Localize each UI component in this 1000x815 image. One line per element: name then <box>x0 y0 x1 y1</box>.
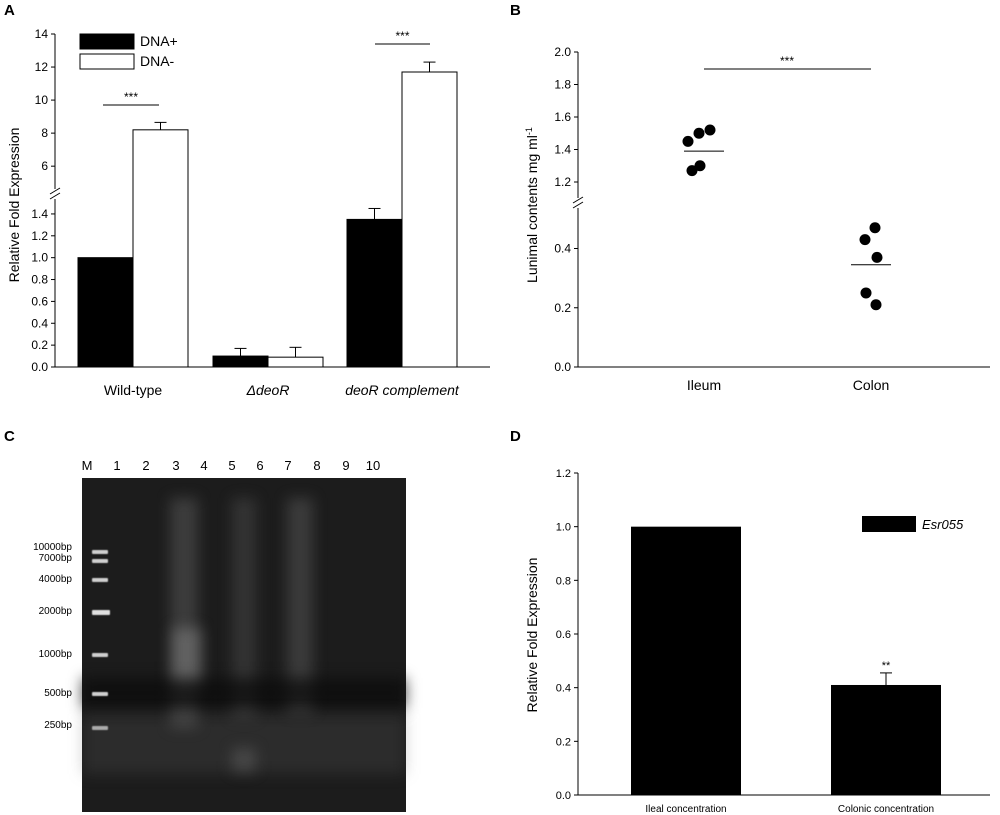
y-axis-label-text: Lunimal contents mg ml <box>524 135 540 283</box>
significance-label: *** <box>780 54 794 68</box>
x-tick-label: Ileum <box>687 377 721 393</box>
y-tick-label: 0.8 <box>31 273 48 287</box>
chart-a: 0.0 0.2 0.4 0.6 0.8 1.0 1.2 1.4 6 8 10 12 14 Relative… <box>6 27 490 398</box>
y-tick-label: 0.0 <box>554 360 571 374</box>
legend-swatch-DNA+ <box>79 33 135 50</box>
y-tick-label: 0.4 <box>556 683 571 695</box>
gel-lane-label: 8 <box>313 458 321 473</box>
data-point-colon <box>859 234 871 246</box>
data-point-colon <box>870 299 882 311</box>
gel-image <box>82 478 406 812</box>
x-tick-label: Ileal concentration <box>645 804 726 815</box>
y-tick-label: 0.8 <box>556 575 571 587</box>
gel-ladder-size-label: 1000bp <box>38 649 72 660</box>
gel-ladder-size-label: 2000bp <box>38 606 72 617</box>
y-tick-label: 0.2 <box>556 736 571 748</box>
gel-ladder-size-label: 7000bp <box>38 553 72 564</box>
x-tick-label: Colon <box>853 377 890 393</box>
gel-lane-label: 2 <box>142 458 150 473</box>
gel-lane-label: 1 <box>113 458 121 473</box>
data-point-ileum <box>694 160 706 172</box>
y-tick-label: 1.0 <box>556 522 571 534</box>
y-tick-label: 8 <box>41 126 48 140</box>
bar-1 <box>831 684 941 795</box>
x-tick-label: Colonic concentration <box>838 804 934 815</box>
y-tick-label: 12 <box>35 60 49 74</box>
y-axis-label: Relative Fold Expression <box>524 558 540 713</box>
gel-lane-label: 4 <box>200 458 208 473</box>
y-tick-label: 0.0 <box>31 360 48 374</box>
axis-break-mark <box>49 187 61 195</box>
y-axis-label-superscript: -1 <box>524 127 534 135</box>
data-point-ileum <box>686 165 698 177</box>
gel-lane-label: 3 <box>172 458 180 473</box>
gel-lane-label: 7 <box>284 458 292 473</box>
y-tick-label: 1.2 <box>556 468 571 480</box>
y-tick-label: 0.0 <box>556 790 571 802</box>
y-tick-label: 1.6 <box>554 110 571 124</box>
legend-swatch-DNA- <box>79 53 135 70</box>
bar-DNA+-2 <box>346 218 403 368</box>
gel-ladder-size-label: 4000bp <box>38 574 72 585</box>
y-tick-label: 1.2 <box>554 175 571 189</box>
gel-lane-label: 6 <box>256 458 264 473</box>
gel-ladder-size-label: 250bp <box>44 720 72 731</box>
x-tick-label: ΔdeoR <box>246 382 290 398</box>
bar-DNA+-0 <box>77 257 134 368</box>
gel-ladder-size-label: 10000bp <box>33 542 72 553</box>
y-axis-label: Relative Fold Expression <box>6 128 22 283</box>
y-tick-label: 1.0 <box>31 251 48 265</box>
gel-lane-label: M <box>81 458 93 473</box>
significance-label: *** <box>124 90 138 104</box>
axis-break-mark <box>572 201 584 209</box>
y-tick-label: 2.0 <box>554 45 571 59</box>
y-tick-label: 0.2 <box>31 338 48 352</box>
y-tick-label: 1.8 <box>554 78 571 92</box>
data-point-ileum <box>693 127 705 139</box>
y-tick-label: 1.4 <box>31 207 48 221</box>
gel-lane-label: 9 <box>342 458 350 473</box>
legend-label: DNA- <box>140 53 175 69</box>
chart-b: 0.0 0.2 0.4 1.2 1.4 1.6 1.8 2.0 Lunimal contents… <box>524 45 990 393</box>
legend-swatch <box>862 516 916 532</box>
y-tick-label: 0.6 <box>556 629 571 641</box>
data-point-ileum <box>682 135 694 147</box>
x-tick-label: Wild-type <box>104 382 163 398</box>
legend-label: DNA+ <box>140 33 178 49</box>
panel-letter-a: A <box>4 2 15 19</box>
y-tick-label: 0.6 <box>31 294 48 308</box>
y-axis-label: Lunimal contents mg ml-1 <box>524 127 540 283</box>
gel-lane-label: 10 <box>365 458 381 473</box>
data-point-colon <box>860 287 872 299</box>
significance-label: *** <box>395 29 409 43</box>
gel-lane-label: 5 <box>228 458 236 473</box>
y-tick-label: 0.4 <box>31 316 48 330</box>
data-point-ileum <box>704 124 716 136</box>
y-tick-label: 6 <box>41 159 48 173</box>
y-tick-label: 0.4 <box>554 242 571 256</box>
y-tick-label: 0.2 <box>554 301 571 315</box>
axis-break-mark <box>572 196 584 204</box>
data-point-colon <box>871 251 883 263</box>
y-tick-label: 1.4 <box>554 143 571 157</box>
significance-label: ** <box>882 660 891 672</box>
panel-letter-b: B <box>510 2 521 19</box>
legend-label: Esr055 <box>922 517 964 532</box>
gel-panel: M 1 2 3 4 5 6 7 8 9 10 10000bp 7000bp 4000bp 2000bp 10… <box>0 450 420 815</box>
gel-ladder-size-label: 500bp <box>44 688 72 699</box>
y-tick-label: 10 <box>35 93 49 107</box>
panel-letter-c: C <box>4 428 15 445</box>
bar-DNA--0 <box>132 129 189 368</box>
y-tick-label: 1.2 <box>31 229 48 243</box>
panel-letter-d: D <box>510 428 521 445</box>
y-tick-label: 14 <box>35 27 49 41</box>
data-point-colon <box>869 222 881 234</box>
axis-break-mark <box>49 192 61 200</box>
bar-0 <box>631 526 741 795</box>
x-tick-label: deoR complement <box>345 382 460 398</box>
